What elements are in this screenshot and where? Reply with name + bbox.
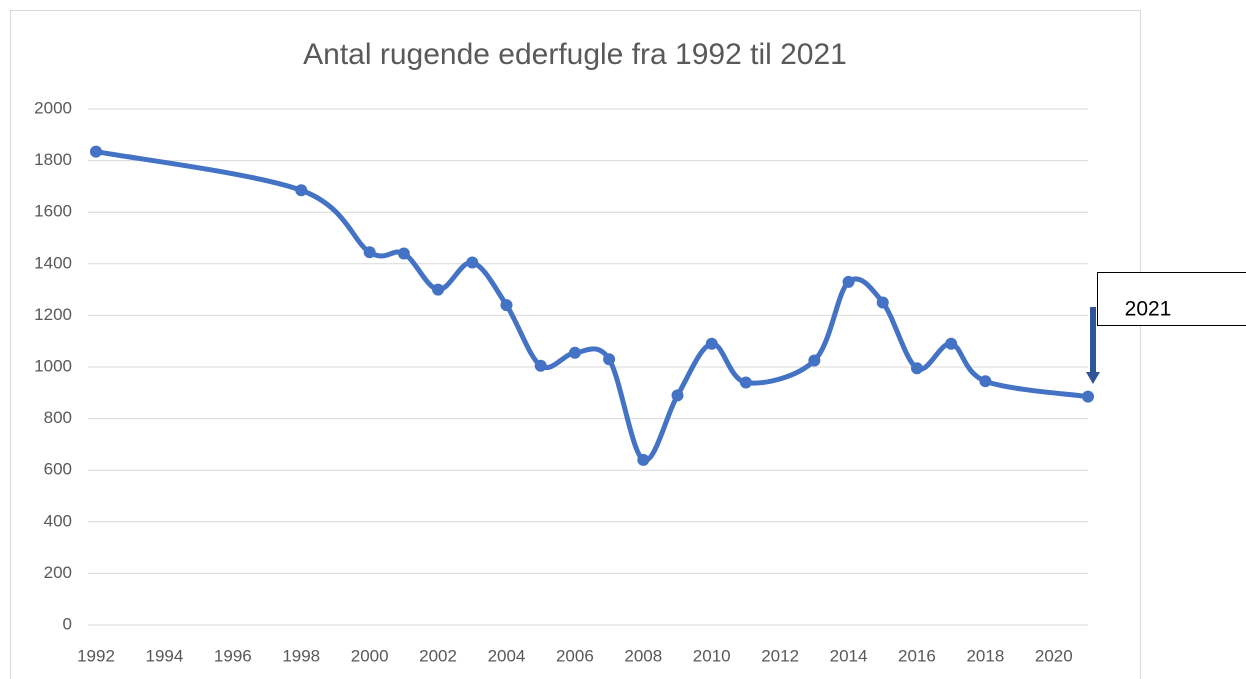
- y-tick-label: 1200: [34, 305, 72, 324]
- y-tick-label: 1400: [34, 253, 72, 272]
- data-point: [500, 299, 513, 312]
- x-tick-label: 2012: [761, 646, 799, 665]
- x-tick-label: 2016: [898, 646, 936, 665]
- y-tick-label: 1600: [34, 202, 72, 221]
- x-tick-label: 2000: [351, 646, 389, 665]
- y-tick-label: 400: [44, 511, 72, 530]
- y-tick-label: 2000: [34, 98, 72, 117]
- data-point: [295, 184, 308, 197]
- data-point: [671, 389, 684, 402]
- chart-title: Antal rugende ederfugle fra 1992 til 202…: [303, 38, 847, 71]
- x-tick-label: 2008: [624, 646, 662, 665]
- data-point: [432, 283, 445, 296]
- data-point: [568, 346, 581, 359]
- data-point: [705, 337, 718, 350]
- x-tick-label: 2018: [966, 646, 1004, 665]
- annotation-box: [1097, 272, 1246, 326]
- y-tick-label: 0: [63, 614, 72, 633]
- x-tick-label: 2002: [419, 646, 457, 665]
- y-tick-label: 800: [44, 408, 72, 427]
- x-tick-label: 1996: [214, 646, 252, 665]
- chart-frame: [10, 10, 1141, 679]
- y-tick-label: 1800: [34, 150, 72, 169]
- data-point: [945, 337, 958, 350]
- data-point: [466, 256, 479, 269]
- x-tick-label: 2010: [693, 646, 731, 665]
- data-point: [910, 362, 923, 375]
- data-point: [808, 354, 821, 367]
- data-point: [534, 359, 547, 372]
- data-point: [603, 353, 616, 366]
- x-tick-label: 1994: [145, 646, 183, 665]
- data-point: [739, 376, 752, 389]
- data-point: [979, 375, 992, 388]
- data-point: [1082, 390, 1094, 403]
- y-tick-label: 200: [44, 563, 72, 582]
- x-tick-label: 2004: [488, 646, 526, 665]
- data-point: [90, 145, 102, 158]
- annotation-arrow: [1090, 307, 1096, 375]
- data-point: [363, 246, 376, 259]
- annotation: 2021: [1125, 298, 1172, 321]
- x-tick-label: 2014: [830, 646, 868, 665]
- data-point: [876, 296, 889, 309]
- y-tick-label: 1000: [34, 356, 72, 375]
- data-point: [637, 453, 650, 466]
- x-tick-label: 1992: [77, 646, 115, 665]
- x-tick-label: 2020: [1035, 646, 1073, 665]
- x-tick-label: 1998: [282, 646, 320, 665]
- x-tick-label: 2006: [556, 646, 594, 665]
- data-point: [842, 275, 855, 288]
- plot: 0 200 400 600 800 1000 1200 1400 1600 1800 2000 199…: [34, 98, 1094, 665]
- annotation-arrowhead: [1086, 372, 1100, 384]
- y-tick-label: 600: [44, 460, 72, 479]
- data-point: [397, 247, 410, 260]
